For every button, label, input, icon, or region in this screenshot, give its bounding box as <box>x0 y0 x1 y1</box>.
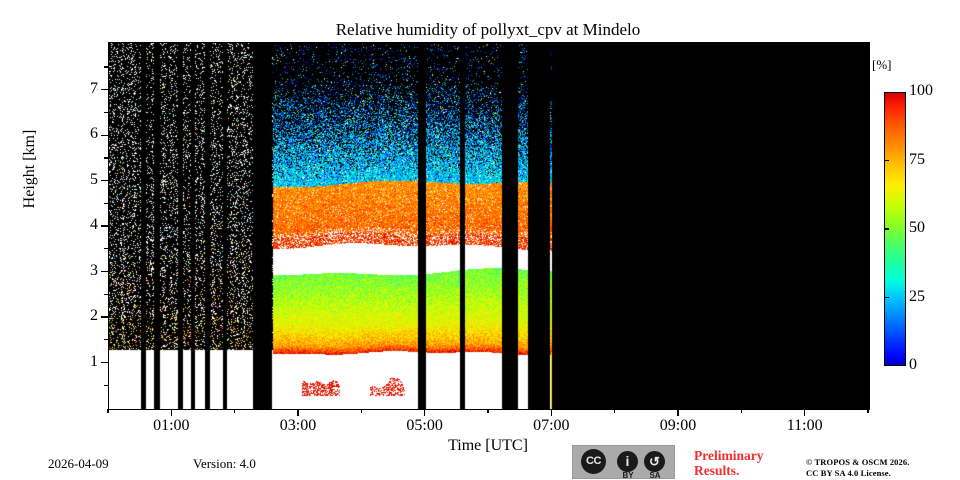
y-tick-label: 3 <box>90 261 98 279</box>
y-tick-label: 1 <box>90 352 98 370</box>
y-tick-label: 6 <box>90 125 98 143</box>
y-tick-mark <box>101 225 108 227</box>
cc-by-person-icon: i <box>617 451 638 472</box>
y-tick-minor <box>104 293 108 295</box>
x-tick-mark <box>170 409 172 416</box>
y-tick-minor <box>104 157 108 159</box>
x-tick-minor <box>867 409 869 413</box>
x-tick-label: 01:00 <box>153 417 190 434</box>
y-tick-minor <box>104 202 108 204</box>
preliminary-line-1: Preliminary <box>694 448 764 463</box>
creative-commons-badge: CC i ↺ BY SA <box>572 445 676 480</box>
colorbar-tick-label: 50 <box>909 219 925 236</box>
y-tick-minor <box>104 111 108 114</box>
colorbar-unit-label: [%] <box>872 57 892 72</box>
footer-date: 2026-04-09 <box>48 456 109 471</box>
x-tick-minor <box>487 409 489 413</box>
page-title: Relative humidity of pollyxt_cpv at Mind… <box>335 20 641 39</box>
x-tick-label: 05:00 <box>406 417 443 434</box>
cc-by-caption: BY <box>622 471 634 480</box>
footer-version: Version: 4.0 <box>193 456 256 471</box>
x-tick-mark <box>550 409 552 416</box>
preliminary-line-2: Results. <box>694 463 740 478</box>
y-tick-mark <box>101 270 108 273</box>
heatmap-data-canvas <box>109 43 869 409</box>
y-tick-minor <box>104 66 108 68</box>
copyright-line-1: © TROPOS & OSCM 2026. <box>806 457 910 467</box>
y-tick-label: 7 <box>90 79 98 97</box>
heatmap-plot-area <box>108 42 870 410</box>
copyright-line-2: CC BY SA 4.0 License. <box>806 467 891 478</box>
x-tick-label: 11:00 <box>786 417 823 434</box>
colorbar-tick-mark <box>884 296 889 299</box>
colorbar-tick-label: 75 <box>909 150 925 168</box>
cc-glyph-row: CC i ↺ <box>573 447 676 474</box>
y-tick-minor <box>104 384 108 386</box>
y-tick-label: 5 <box>90 170 98 188</box>
colorbar-tick-mark <box>884 228 889 230</box>
x-tick-label: 07:00 <box>533 417 570 434</box>
y-axis-label: Height [km] <box>21 129 38 209</box>
x-tick-mark <box>804 409 806 416</box>
cc-sa-sharealike-icon: ↺ <box>644 451 665 472</box>
cc-sa-caption: SA <box>649 471 661 480</box>
x-tick-minor <box>107 409 109 413</box>
y-tick-minor <box>104 339 108 341</box>
colorbar-tick-label: 25 <box>909 287 925 305</box>
x-tick-minor <box>740 409 742 413</box>
x-axis-label: Time [UTC] <box>448 437 528 454</box>
y-tick-label: 4 <box>90 216 98 234</box>
preliminary-results-notice: Preliminary Results. <box>694 448 804 478</box>
colorbar-tick-mark <box>884 159 889 162</box>
y-tick-label: 2 <box>90 307 98 325</box>
colorbar-tick-label: 0 <box>909 356 917 373</box>
cc-logo-icon: CC <box>581 449 606 474</box>
y-tick-mark <box>101 180 108 182</box>
x-tick-mark <box>677 409 679 416</box>
y-tick-mark <box>101 134 108 136</box>
copyright-notice: © TROPOS & OSCM 2026. CC BY SA 4.0 Licen… <box>806 457 909 478</box>
colorbar-tick-label: 100 <box>909 82 933 99</box>
x-tick-mark <box>297 409 299 416</box>
x-tick-minor <box>360 409 362 413</box>
x-tick-label: 03:00 <box>279 417 317 434</box>
y-tick-mark <box>101 316 108 318</box>
y-tick-mark <box>101 89 108 91</box>
x-tick-minor <box>614 409 616 413</box>
x-tick-minor <box>234 409 236 413</box>
y-tick-minor <box>104 248 108 250</box>
x-tick-mark <box>424 409 426 416</box>
y-tick-mark <box>101 361 108 364</box>
x-tick-label: 09:00 <box>659 417 697 434</box>
